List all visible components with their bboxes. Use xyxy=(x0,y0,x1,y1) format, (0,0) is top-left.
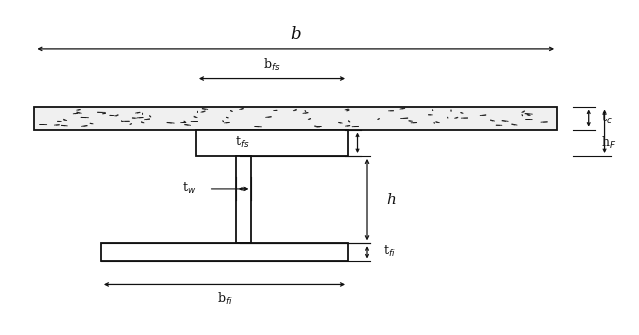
Text: h: h xyxy=(386,193,396,207)
Text: t$_{fi}$: t$_{fi}$ xyxy=(383,244,396,259)
Text: b$_{fi}$: b$_{fi}$ xyxy=(217,291,233,307)
Bar xyxy=(236,156,251,243)
Text: b: b xyxy=(290,25,301,43)
Text: b$_{fs}$: b$_{fs}$ xyxy=(263,57,281,73)
Bar xyxy=(196,130,348,156)
Text: t$_w$: t$_w$ xyxy=(181,181,196,196)
Bar xyxy=(101,243,348,261)
Text: t$_c$: t$_c$ xyxy=(601,111,613,126)
Bar xyxy=(35,107,557,130)
Text: h$_F$: h$_F$ xyxy=(601,135,617,151)
Text: t$_{fs}$: t$_{fs}$ xyxy=(235,135,250,150)
